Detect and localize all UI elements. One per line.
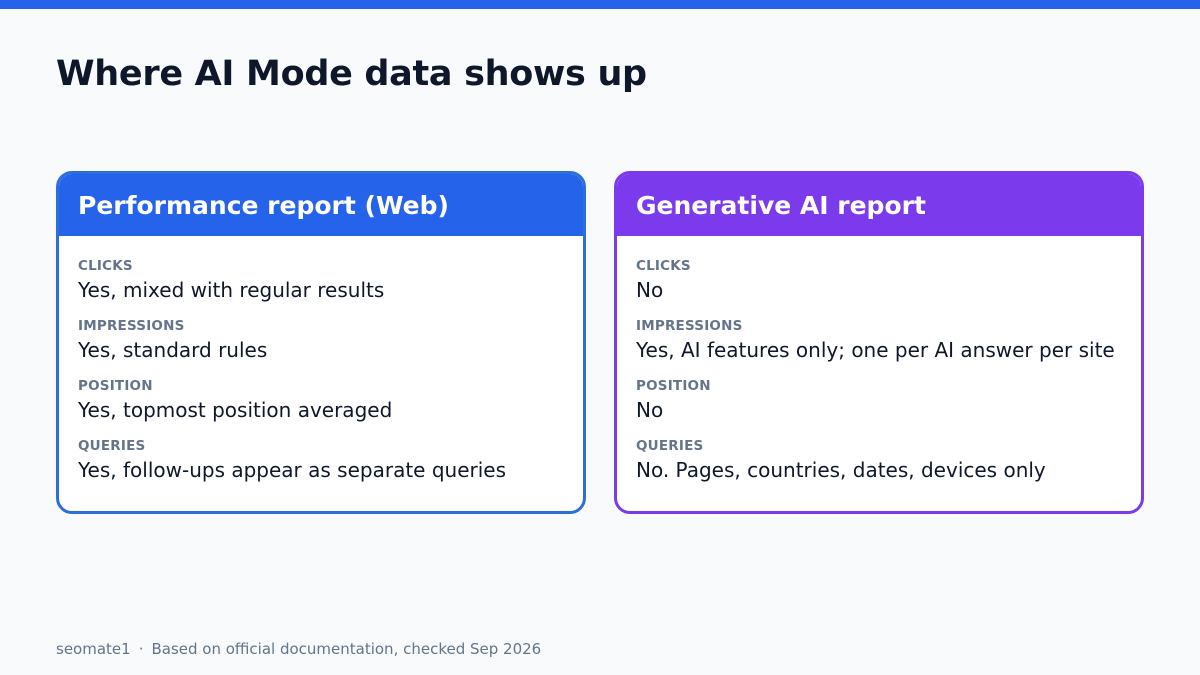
metric-label: QUERIES (78, 438, 146, 454)
metric-position: POSITION No (636, 377, 1122, 437)
metric-label: CLICKS (636, 258, 691, 274)
metric-value: No (636, 278, 664, 302)
metric-value: Yes, standard rules (78, 338, 268, 362)
metric-label: CLICKS (78, 258, 133, 274)
metric-value: Yes, AI features only; one per AI answer… (636, 338, 1115, 362)
metric-label: IMPRESSIONS (78, 318, 185, 334)
metric-queries: QUERIES No. Pages, countries, dates, dev… (636, 437, 1122, 497)
card-generative-ai-report: Generative AI report CLICKS No IMPRESSIO… (614, 171, 1144, 514)
card-body-performance: CLICKS Yes, mixed with regular results I… (59, 236, 583, 497)
card-body-generative-ai: CLICKS No IMPRESSIONS Yes, AI features o… (617, 236, 1141, 497)
metric-position: POSITION Yes, topmost position averaged (78, 377, 564, 437)
metric-label: POSITION (636, 378, 711, 394)
card-header-generative-ai: Generative AI report (617, 174, 1141, 236)
metric-value: No. Pages, countries, dates, devices onl… (636, 458, 1046, 482)
metric-impressions: IMPRESSIONS Yes, standard rules (78, 317, 564, 377)
page-title: Where AI Mode data shows up (56, 54, 647, 94)
metric-label: QUERIES (636, 438, 704, 454)
metric-clicks: CLICKS No (636, 257, 1122, 317)
metric-label: POSITION (78, 378, 153, 394)
metric-clicks: CLICKS Yes, mixed with regular results (78, 257, 564, 317)
metric-value: Yes, topmost position averaged (78, 398, 393, 422)
metric-value: Yes, follow-ups appear as separate queri… (78, 458, 507, 482)
card-performance-report: Performance report (Web) CLICKS Yes, mix… (56, 171, 586, 514)
metric-value: No (636, 398, 664, 422)
footer-separator: · (138, 640, 144, 658)
footer-brand: seomate1 (56, 640, 131, 658)
metric-queries: QUERIES Yes, follow-ups appear as separa… (78, 437, 564, 497)
metric-value: Yes, mixed with regular results (78, 278, 385, 302)
metric-impressions: IMPRESSIONS Yes, AI features only; one p… (636, 317, 1122, 377)
footer-note: Based on official documentation, checked… (151, 640, 542, 658)
card-header-performance: Performance report (Web) (59, 174, 583, 236)
metric-label: IMPRESSIONS (636, 318, 743, 334)
footer: seomate1 · Based on official documentation… (56, 640, 541, 658)
top-accent-bar (0, 0, 1200, 9)
